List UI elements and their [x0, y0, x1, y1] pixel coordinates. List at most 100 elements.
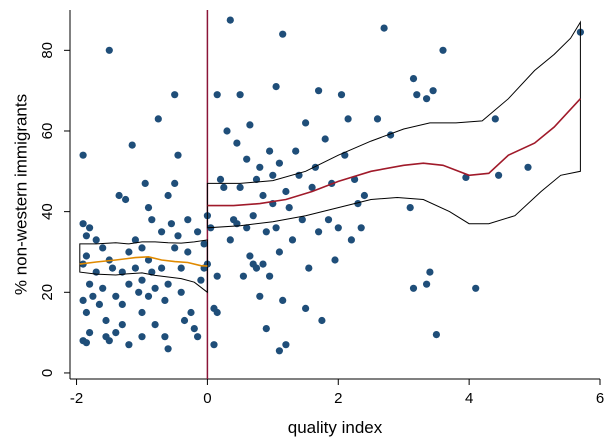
data-point: [95, 300, 103, 308]
data-point: [102, 333, 110, 341]
data-point: [282, 187, 290, 196]
data-point: [89, 292, 97, 300]
data-point: [305, 264, 313, 272]
data-point: [239, 272, 247, 280]
data-point: [174, 232, 182, 240]
data-point: [135, 288, 143, 296]
data-point: [360, 191, 368, 200]
data-point: [82, 308, 90, 317]
data-point: [272, 224, 280, 232]
data-point: [429, 87, 437, 95]
data-point: [102, 316, 110, 325]
data-point: [164, 345, 172, 353]
data-point: [164, 191, 172, 200]
data-point: [243, 155, 251, 163]
data-point: [86, 224, 94, 232]
data-point: [213, 91, 221, 99]
data-point: [262, 325, 270, 333]
data-point: [347, 236, 355, 244]
data-point: [164, 280, 172, 288]
data-point: [197, 276, 205, 284]
data-point: [115, 191, 123, 200]
data-point: [220, 183, 228, 191]
data-point: [266, 147, 274, 155]
data-point: [308, 183, 316, 191]
data-point: [439, 46, 447, 54]
data-point: [213, 308, 221, 317]
data-point: [158, 228, 166, 236]
y-tick-label: 80: [39, 42, 56, 59]
x-tick-label: 6: [596, 390, 604, 407]
data-point: [138, 308, 146, 317]
data-point: [99, 284, 107, 292]
data-point: [226, 16, 234, 24]
data-point: [426, 268, 434, 276]
data-point: [177, 264, 185, 272]
data-point: [331, 256, 339, 264]
data-point: [144, 204, 153, 212]
y-tick-label: 20: [39, 284, 56, 301]
x-tick-label: 4: [465, 390, 473, 407]
data-point: [112, 329, 120, 337]
data-point: [491, 115, 499, 123]
data-point: [275, 248, 283, 256]
data-point: [357, 224, 365, 232]
data-point: [131, 236, 139, 244]
data-point: [200, 240, 208, 248]
x-tick-label: 0: [203, 390, 211, 407]
data-point: [105, 46, 113, 54]
data-point: [288, 236, 297, 244]
data-point: [423, 95, 431, 103]
y-tick-label: 0: [39, 369, 56, 377]
data-point: [380, 24, 388, 32]
data-point: [409, 284, 418, 292]
data-point: [269, 171, 277, 179]
data-point: [161, 333, 169, 341]
data-point: [315, 228, 323, 236]
data-point: [233, 139, 241, 147]
data-point: [108, 264, 117, 272]
data-point: [82, 339, 90, 347]
data-point: [148, 216, 156, 224]
data-point: [125, 341, 133, 349]
data-point: [118, 321, 126, 329]
fit-layer: [79, 20, 581, 294]
data-point: [194, 333, 202, 341]
data-point: [86, 329, 94, 337]
data-point: [344, 115, 352, 123]
data-point: [151, 284, 159, 292]
data-point: [252, 175, 261, 183]
data-point: [413, 91, 421, 99]
data-point: [177, 288, 185, 296]
data-point: [243, 224, 251, 232]
data-point: [125, 280, 133, 288]
data-point: [131, 264, 139, 272]
data-point: [226, 236, 234, 244]
fit-line-right: [207, 98, 581, 207]
data-point: [406, 204, 414, 212]
data-point: [275, 347, 283, 355]
data-point: [279, 296, 287, 304]
data-point: [259, 260, 267, 268]
data-point: [524, 163, 532, 171]
data-point: [86, 280, 94, 288]
data-point: [256, 292, 264, 300]
data-point: [187, 308, 195, 317]
data-point: [337, 91, 346, 99]
data-point: [190, 325, 198, 333]
data-point: [259, 191, 267, 200]
ci-band-right: [206, 20, 581, 229]
x-axis-title: quality index: [288, 418, 383, 437]
x-tick-label: 2: [334, 390, 342, 407]
ci-band-left: [79, 239, 208, 294]
data-point: [161, 296, 169, 304]
data-point: [275, 159, 283, 167]
data-point: [138, 244, 146, 252]
data-point: [112, 292, 120, 300]
y-axis-title: % non-western immigrants: [11, 94, 30, 295]
data-point: [79, 296, 87, 304]
data-point: [298, 216, 306, 224]
y-tick-label: 40: [39, 203, 56, 220]
fit-line-left: [79, 255, 208, 267]
